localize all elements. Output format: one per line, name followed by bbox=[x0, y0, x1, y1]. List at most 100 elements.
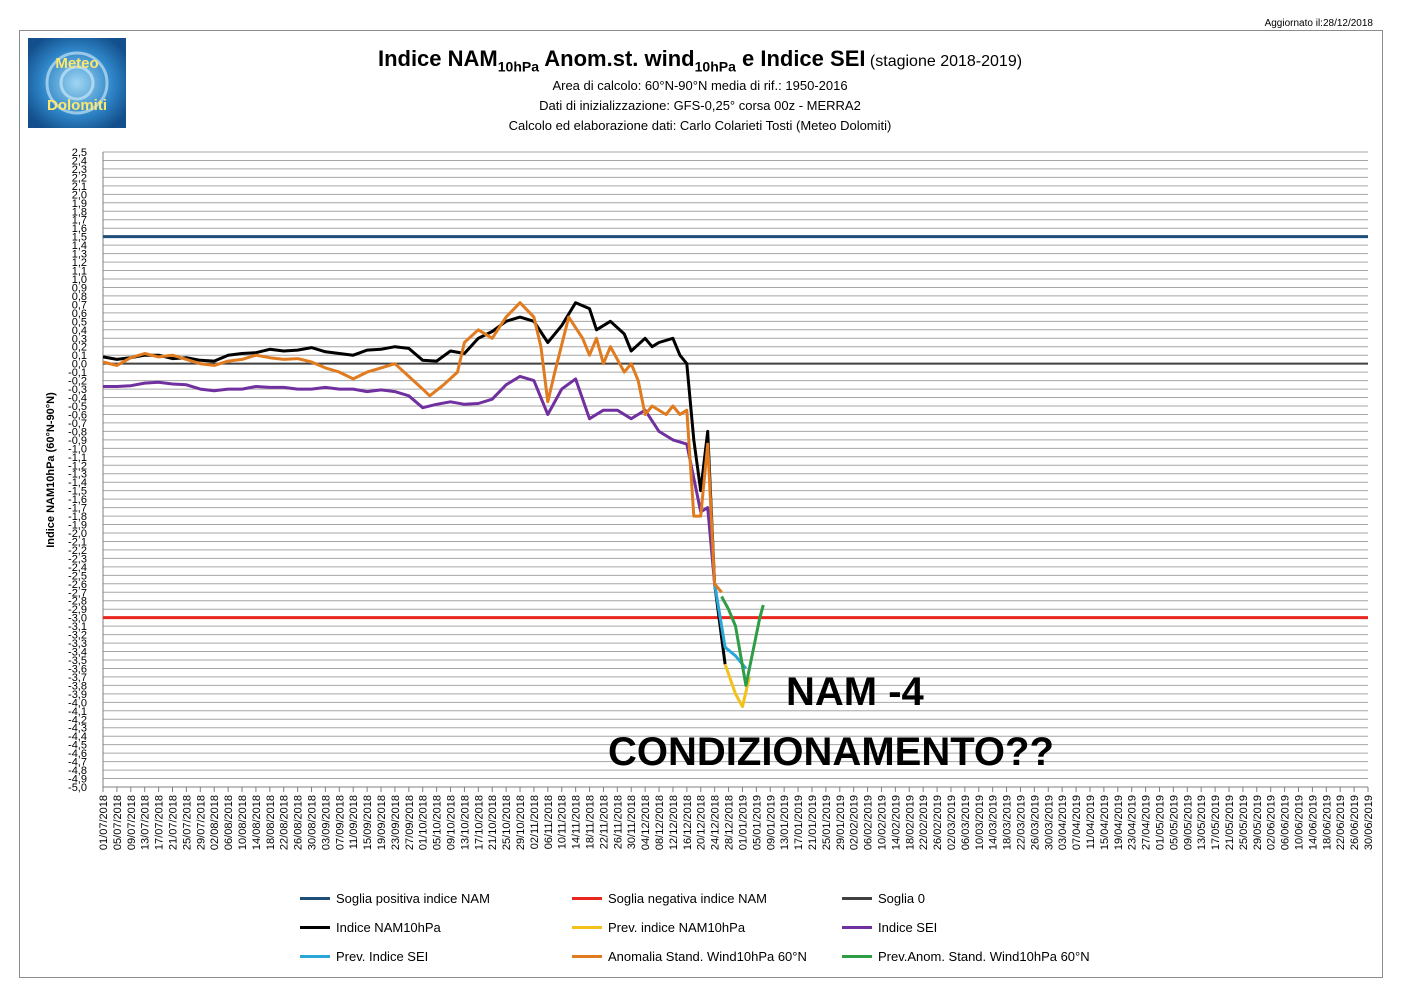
x-tick-label: 10/02/2019 bbox=[876, 795, 888, 850]
x-tick-label: 04/12/2018 bbox=[640, 795, 652, 850]
y-tick-label: 2,2 bbox=[72, 172, 87, 184]
x-tick-label: 18/06/2019 bbox=[1321, 795, 1333, 850]
x-tick-label: 30/08/2018 bbox=[307, 795, 319, 850]
y-tick-label: -4,5 bbox=[68, 740, 87, 752]
legend-swatch bbox=[300, 955, 330, 958]
y-tick-label: -1,1 bbox=[68, 452, 87, 464]
x-tick-label: 18/08/2018 bbox=[265, 795, 277, 850]
y-tick-label: -1,5 bbox=[68, 486, 87, 498]
y-tick-label: 2,5 bbox=[72, 147, 87, 159]
legend-item-nam: Indice NAM10hPa bbox=[300, 920, 441, 935]
y-tick-label: 0,5 bbox=[72, 316, 87, 328]
x-tick-label: 29/05/2019 bbox=[1252, 795, 1264, 850]
x-tick-label: 25/01/2019 bbox=[821, 795, 833, 850]
x-tick-label: 14/03/2019 bbox=[988, 795, 1000, 850]
y-tick-label: -0,2 bbox=[68, 376, 87, 388]
y-tick-label: -2,7 bbox=[68, 587, 87, 599]
y-tick-label: -0,6 bbox=[68, 409, 87, 421]
x-tick-label: 02/02/2019 bbox=[849, 795, 861, 850]
x-tick-label: 03/09/2018 bbox=[320, 795, 332, 850]
legend-swatch bbox=[300, 897, 330, 900]
y-tick-label: -0,9 bbox=[68, 435, 87, 447]
y-tick-label: 0,8 bbox=[72, 291, 87, 303]
legend-item-wind: Anomalia Stand. Wind10hPa 60°N bbox=[572, 949, 807, 964]
x-tick-label: 26/06/2019 bbox=[1349, 795, 1361, 850]
x-tick-label: 07/09/2018 bbox=[334, 795, 346, 850]
series-wind bbox=[102, 301, 723, 594]
legend-label: Soglia 0 bbox=[878, 891, 925, 906]
x-tick-label: 05/07/2018 bbox=[112, 795, 124, 850]
legend-label: Soglia positiva indice NAM bbox=[336, 891, 490, 906]
x-tick-label: 23/09/2018 bbox=[390, 795, 402, 850]
x-tick-label: 01/05/2019 bbox=[1154, 795, 1166, 850]
x-tick-label: 05/01/2019 bbox=[751, 795, 763, 850]
x-tick-label: 22/03/2019 bbox=[1015, 795, 1027, 850]
series-nam_prev bbox=[723, 663, 751, 709]
legend-swatch bbox=[300, 926, 330, 929]
x-tick-label: 05/10/2018 bbox=[432, 795, 444, 850]
y-tick-label: 1,3 bbox=[72, 249, 87, 261]
y-tick-label: -2,0 bbox=[68, 528, 87, 540]
x-tick-label: 29/01/2019 bbox=[835, 795, 847, 850]
y-tick-label: -0,1 bbox=[68, 367, 87, 379]
x-tick-label: 25/05/2019 bbox=[1238, 795, 1250, 850]
y-tick-label: -0,8 bbox=[68, 426, 87, 438]
y-tick-label: 0,7 bbox=[72, 299, 87, 311]
y-tick-label: -3,6 bbox=[68, 663, 87, 675]
y-tick-label: -2,3 bbox=[68, 553, 87, 565]
y-tick-label: 1,6 bbox=[72, 223, 87, 235]
y-tick-label: 1,8 bbox=[72, 206, 87, 218]
x-tick-label: 02/06/2019 bbox=[1266, 795, 1278, 850]
x-tick-label: 09/01/2019 bbox=[765, 795, 777, 850]
x-tick-label: 21/01/2019 bbox=[807, 795, 819, 850]
legend-swatch bbox=[842, 897, 872, 900]
y-tick-label: -2,4 bbox=[68, 562, 87, 574]
x-tick-label: 29/10/2018 bbox=[515, 795, 527, 850]
series-wind_prev bbox=[720, 595, 765, 687]
x-tick-label: 23/04/2019 bbox=[1127, 795, 1139, 850]
y-tick-label: -3,0 bbox=[68, 613, 87, 625]
y-tick-label: -5,0 bbox=[68, 782, 87, 794]
x-tick-label: 16/12/2018 bbox=[682, 795, 694, 850]
x-tick-label: 13/01/2019 bbox=[779, 795, 791, 850]
y-tick-label: -3,8 bbox=[68, 680, 87, 692]
annotation-condizionamento: CONDIZIONAMENTO?? bbox=[608, 730, 1054, 774]
y-tick-label: 0,4 bbox=[72, 325, 87, 337]
x-tick-label: 02/03/2019 bbox=[946, 795, 958, 850]
legend-label: Indice NAM10hPa bbox=[336, 920, 441, 935]
x-tick-label: 01/10/2018 bbox=[418, 795, 430, 850]
x-tick-label: 06/08/2018 bbox=[223, 795, 235, 850]
x-tick-label: 26/11/2018 bbox=[612, 795, 624, 849]
y-tick-label: -1,7 bbox=[68, 503, 87, 515]
x-tick-label: 02/08/2018 bbox=[209, 795, 221, 850]
y-axis-ticks: 2,52,42,32,22,12,01,91,81,71,61,51,41,31… bbox=[68, 147, 87, 794]
legend-label: Prev.Anom. Stand. Wind10hPa 60°N bbox=[878, 949, 1090, 964]
x-tick-label: 18/02/2019 bbox=[904, 795, 916, 850]
y-tick-label: -4,1 bbox=[68, 706, 87, 718]
logo-line2: Dolomiti bbox=[47, 97, 107, 114]
y-tick-label: -2,5 bbox=[68, 570, 87, 582]
x-tick-label: 14/06/2019 bbox=[1307, 795, 1319, 850]
x-tick-label: 29/07/2018 bbox=[195, 795, 207, 850]
chart-grid bbox=[102, 151, 1368, 788]
x-tick-label: 25/07/2018 bbox=[181, 795, 193, 850]
legend-swatch bbox=[842, 926, 872, 929]
x-tick-label: 26/02/2019 bbox=[932, 795, 944, 850]
legend-label: Soglia negativa indice NAM bbox=[608, 891, 767, 906]
x-tick-label: 17/05/2019 bbox=[1210, 795, 1222, 850]
y-tick-label: -3,7 bbox=[68, 672, 87, 684]
y-tick-label: 2,0 bbox=[72, 189, 87, 201]
x-tick-label: 22/02/2019 bbox=[918, 795, 930, 850]
y-tick-label: -1,4 bbox=[68, 477, 87, 489]
x-tick-label: 12/12/2018 bbox=[668, 795, 680, 850]
legend-swatch bbox=[572, 926, 602, 929]
x-tick-label: 13/10/2018 bbox=[459, 795, 471, 850]
legend-swatch bbox=[572, 955, 602, 958]
x-tick-label: 03/04/2019 bbox=[1057, 795, 1069, 850]
y-tick-label: -0,4 bbox=[68, 393, 87, 405]
x-tick-label: 09/10/2018 bbox=[446, 795, 458, 850]
x-tick-label: 21/07/2018 bbox=[168, 795, 180, 850]
y-tick-label: -4,0 bbox=[68, 697, 87, 709]
y-tick-label: -4,6 bbox=[68, 748, 87, 760]
